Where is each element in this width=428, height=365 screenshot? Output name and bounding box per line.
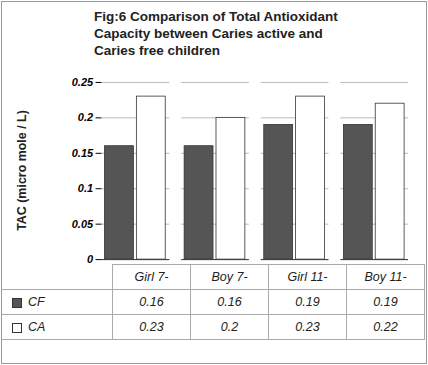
- html-text:0.19: 0.19: [295, 295, 320, 309]
- html-text:0.22: 0.22: [373, 320, 398, 334]
- html-text:Boy 11-: Boy 11-: [364, 270, 407, 284]
- svg-text:0.05: 0.05: [72, 218, 94, 230]
- html-text:Girl 7-: Girl 7-: [134, 270, 169, 284]
- html-text:Boy 7-: Boy 7-: [211, 270, 248, 284]
- html-text:0.16: 0.16: [139, 295, 164, 309]
- html-text:0.23: 0.23: [295, 320, 320, 334]
- svg-text:0.1: 0.1: [78, 182, 93, 194]
- html-text:0.19: 0.19: [373, 295, 398, 309]
- html-text:Fig:6 Comparison of Total Anti: Fig:6 Comparison of Total Antioxidant Ca…: [94, 9, 338, 58]
- html-text:0.23: 0.23: [139, 320, 164, 334]
- svg-text:TAC (micro mole / L): TAC (micro mole / L): [15, 110, 29, 231]
- html-text:0.2: 0.2: [220, 320, 239, 334]
- svg-text:0.25: 0.25: [72, 76, 94, 88]
- html-text:Girl 11-: Girl 11-: [287, 270, 328, 284]
- html-text:CA: CA: [28, 320, 46, 334]
- svg-text:0: 0: [87, 253, 93, 263]
- html-text:CF: CF: [28, 295, 45, 309]
- svg-text:0.2: 0.2: [78, 111, 93, 123]
- svg-text:0.15: 0.15: [72, 147, 94, 159]
- html-text:0.16: 0.16: [217, 295, 242, 309]
